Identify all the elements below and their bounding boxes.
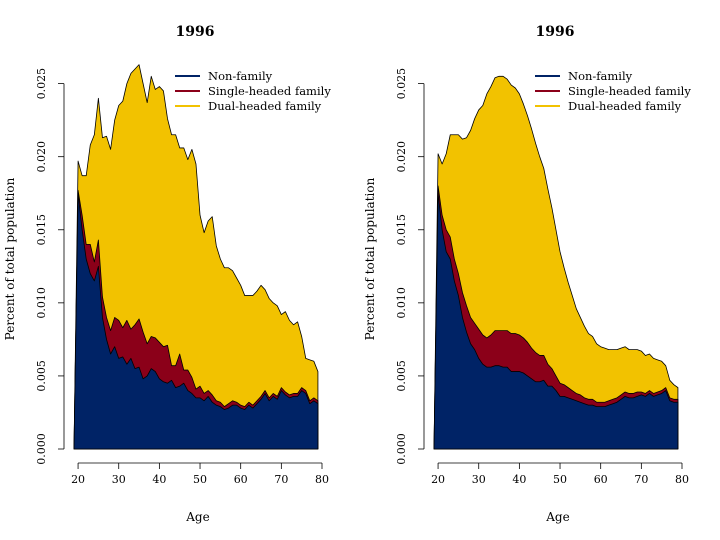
y-tick-label: 0.005 bbox=[395, 360, 408, 392]
x-tick-label: 60 bbox=[234, 473, 248, 486]
x-tick-label: 30 bbox=[112, 473, 126, 486]
x-tick-label: 40 bbox=[152, 473, 166, 486]
chart-title: 1996 bbox=[176, 24, 215, 40]
x-tick-label: 80 bbox=[315, 473, 329, 486]
y-axis-label: Percent of total population bbox=[3, 177, 17, 340]
legend-label: Single-headed family bbox=[208, 84, 331, 98]
area-non-family bbox=[433, 192, 679, 450]
x-tick-label: 70 bbox=[634, 473, 648, 486]
chart-panel-2: 1996 0.000 0.005 0.010 0.015 0.020 0.025 20 30 40… bbox=[363, 24, 691, 524]
legend-label: Non-family bbox=[568, 69, 633, 83]
legend-label: Non-family bbox=[208, 69, 273, 83]
y-tick-label: 0.025 bbox=[35, 68, 48, 100]
y-tick-label: 0.005 bbox=[35, 360, 48, 392]
y-tick-label: 0.015 bbox=[395, 214, 408, 246]
y-tick-label: 0.010 bbox=[35, 287, 48, 319]
x-tick-label: 80 bbox=[675, 473, 689, 486]
y-tick-label: 0.010 bbox=[395, 287, 408, 319]
y-tick-label: 0.020 bbox=[395, 141, 408, 173]
y-tick-label: 0.000 bbox=[35, 433, 48, 465]
y-axis-label: Percent of total population bbox=[363, 177, 377, 340]
chart-panel-1: 1996 0.000 0.005 0.010 0.015 0.020 0.025 20 30 40… bbox=[3, 24, 331, 524]
legend-label: Dual-headed family bbox=[208, 99, 322, 113]
x-tick-label: 70 bbox=[274, 473, 288, 486]
chart-title: 1996 bbox=[536, 24, 575, 40]
legend-label: Single-headed family bbox=[568, 84, 691, 98]
x-tick-label: 30 bbox=[472, 473, 486, 486]
y-tick-label: 0.025 bbox=[395, 68, 408, 100]
legend-label: Dual-headed family bbox=[568, 99, 682, 113]
x-axis-label: Age bbox=[545, 510, 569, 524]
x-tick-label: 20 bbox=[431, 473, 445, 486]
x-tick-label: 20 bbox=[71, 473, 85, 486]
area-non-family bbox=[73, 192, 319, 450]
y-tick-label: 0.015 bbox=[35, 214, 48, 246]
x-tick-label: 50 bbox=[553, 473, 567, 486]
x-axis-label: Age bbox=[185, 510, 209, 524]
x-tick-label: 50 bbox=[193, 473, 207, 486]
y-tick-label: 0.000 bbox=[395, 433, 408, 465]
x-tick-label: 60 bbox=[594, 473, 608, 486]
y-tick-label: 0.020 bbox=[35, 141, 48, 173]
x-tick-label: 40 bbox=[512, 473, 526, 486]
